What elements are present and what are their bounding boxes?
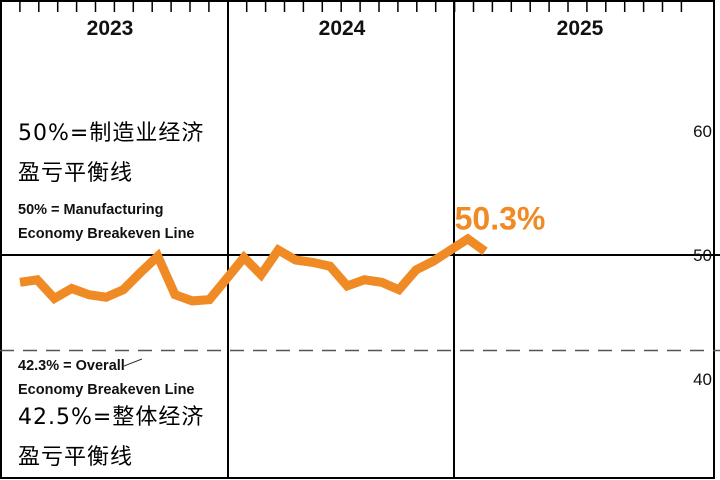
overall-label-en-1: 42.3% = Overall	[18, 358, 125, 374]
data-point-14	[258, 272, 264, 278]
data-point-16	[293, 257, 299, 263]
data-point-7	[138, 269, 144, 275]
manufacturing-label-cn-2: 盈亏平衡线	[18, 161, 133, 186]
year-label-2023: 2023	[87, 17, 134, 40]
series-layer	[17, 233, 488, 306]
year-label-2025: 2025	[557, 17, 604, 40]
last-value-label: 50.3%	[455, 200, 546, 236]
overall-label-bg	[10, 352, 222, 474]
data-point-5	[103, 294, 109, 300]
data-point-17	[310, 259, 316, 265]
data-point-8	[155, 253, 161, 259]
manufacturing-label-bg	[10, 110, 222, 248]
overall-label-cn-1: 42.5%=整体经济	[18, 405, 204, 430]
data-point-26	[465, 236, 471, 242]
data-point-10	[189, 298, 195, 304]
overall-label-en-2: Economy Breakeven Line	[18, 382, 195, 398]
y-tick-label-40: 40	[693, 370, 712, 389]
data-point-4	[86, 292, 92, 298]
data-point-19	[344, 283, 350, 289]
data-point-23	[413, 267, 419, 273]
data-point-15	[275, 247, 281, 253]
data-point-24	[430, 258, 436, 264]
y-tick-label-60: 60	[693, 122, 712, 141]
data-point-21	[379, 279, 385, 285]
overall-label-cn-2: 盈亏平衡线	[18, 445, 133, 470]
data-point-3	[69, 286, 75, 292]
data-point-0	[17, 279, 23, 285]
data-point-2	[51, 295, 57, 301]
data-point-11	[206, 297, 212, 303]
data-point-13	[241, 255, 247, 261]
manufacturing-label-cn-1: 50%=制造业经济	[18, 121, 204, 146]
data-point-12	[224, 276, 230, 282]
data-point-20	[361, 277, 367, 283]
data-point-22	[396, 287, 402, 293]
data-point-1	[34, 277, 40, 283]
data-point-6	[120, 287, 126, 293]
manufacturing-label-en-2: Economy Breakeven Line	[18, 226, 195, 242]
overall-label-pointer	[123, 358, 143, 367]
data-point-9	[172, 292, 178, 298]
pmi-series-line	[19, 233, 488, 306]
data-point-27	[482, 248, 488, 254]
manufacturing-label-en-1: 50% = Manufacturing	[18, 202, 163, 218]
data-point-25	[448, 247, 454, 253]
year-label-2024: 2024	[319, 17, 366, 40]
data-point-18	[327, 263, 333, 269]
y-tick-label-50: 50	[693, 246, 712, 265]
